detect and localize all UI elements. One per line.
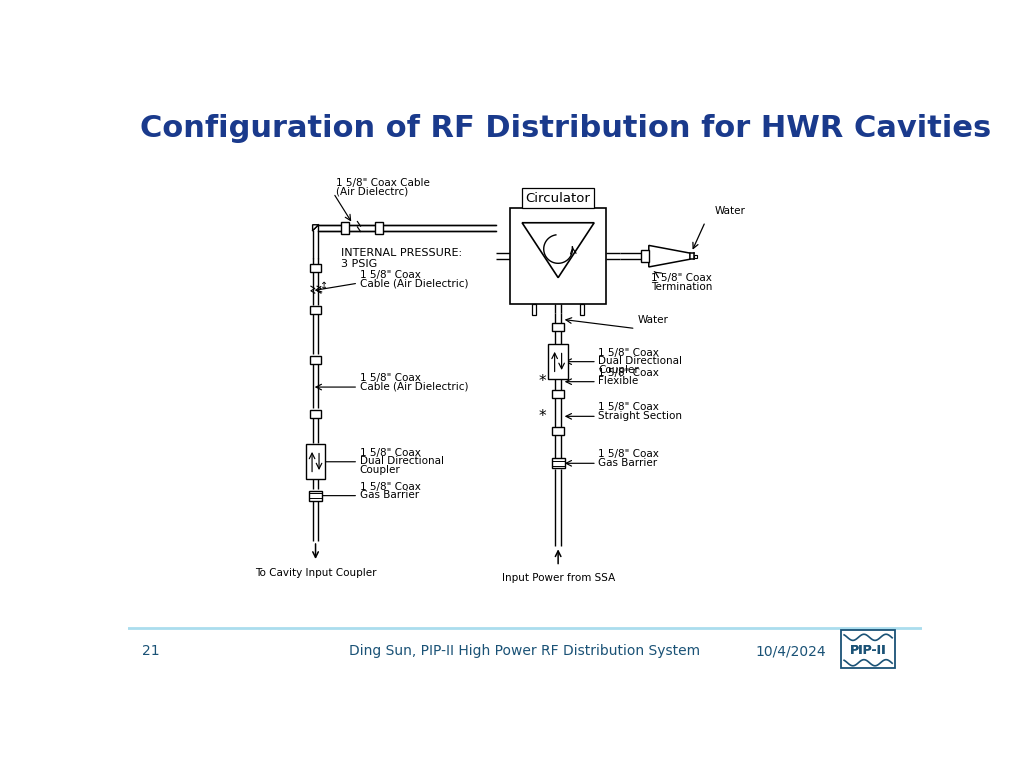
Bar bbox=[341, 221, 349, 233]
Text: 1 5/8" Coax: 1 5/8" Coax bbox=[359, 482, 421, 492]
Text: Flexible: Flexible bbox=[598, 376, 639, 386]
Text: 10/4/2024: 10/4/2024 bbox=[756, 644, 826, 658]
Polygon shape bbox=[312, 225, 318, 230]
Bar bbox=[309, 264, 322, 272]
Bar bbox=[693, 255, 697, 258]
Text: 1 5/8" Coax: 1 5/8" Coax bbox=[598, 348, 659, 358]
Bar bbox=[309, 356, 322, 364]
Text: Water: Water bbox=[715, 206, 745, 216]
Bar bbox=[549, 344, 568, 379]
Text: Dual Directional: Dual Directional bbox=[359, 456, 443, 466]
Text: Coupler: Coupler bbox=[359, 465, 400, 475]
Text: 1 5/8" Coax: 1 5/8" Coax bbox=[598, 449, 659, 459]
Text: Water: Water bbox=[637, 316, 668, 326]
Bar bbox=[309, 410, 322, 418]
Bar bbox=[309, 306, 322, 314]
Bar bbox=[841, 630, 895, 668]
Text: 1 5/8" Coax: 1 5/8" Coax bbox=[359, 448, 421, 458]
Bar bbox=[580, 304, 585, 315]
Bar bbox=[552, 427, 564, 435]
Text: 1 5/8" Coax: 1 5/8" Coax bbox=[598, 368, 659, 378]
Text: 21: 21 bbox=[142, 644, 160, 658]
Bar bbox=[552, 323, 564, 331]
Text: Gas Barrier: Gas Barrier bbox=[359, 490, 419, 500]
Text: Ding Sun, PIP-II High Power RF Distribution System: Ding Sun, PIP-II High Power RF Distribut… bbox=[349, 644, 700, 658]
Text: Cable (Air Dielectric): Cable (Air Dielectric) bbox=[359, 279, 468, 289]
Bar bbox=[552, 458, 564, 468]
Text: PIP-II: PIP-II bbox=[850, 644, 887, 657]
Polygon shape bbox=[649, 246, 690, 267]
Text: Configuration of RF Distribution for HWR Cavities: Configuration of RF Distribution for HWR… bbox=[139, 114, 991, 143]
Text: *: * bbox=[539, 409, 547, 424]
Text: (Air Dielectrc): (Air Dielectrc) bbox=[336, 186, 408, 196]
Text: 1 5/8" Coax: 1 5/8" Coax bbox=[359, 373, 421, 383]
Bar bbox=[510, 208, 606, 304]
Text: INTERNAL PRESSURE:: INTERNAL PRESSURE: bbox=[341, 249, 462, 259]
Text: Termination: Termination bbox=[651, 283, 713, 293]
Text: *: * bbox=[539, 374, 547, 389]
Text: PIP-II: PIP-II bbox=[850, 644, 887, 657]
Text: Cable (Air Dielectric): Cable (Air Dielectric) bbox=[359, 382, 468, 392]
Text: 1 5/8" Coax Cable: 1 5/8" Coax Cable bbox=[336, 177, 430, 187]
Bar bbox=[375, 221, 383, 233]
Text: Input Power from SSA: Input Power from SSA bbox=[502, 573, 614, 583]
Text: Circulator: Circulator bbox=[525, 191, 591, 204]
Text: Coupler: Coupler bbox=[598, 365, 639, 375]
Text: To Cavity Input Coupler: To Cavity Input Coupler bbox=[255, 568, 376, 578]
Text: Dual Directional: Dual Directional bbox=[598, 356, 682, 366]
Bar bbox=[531, 304, 537, 315]
Text: Straight Section: Straight Section bbox=[598, 411, 682, 421]
Text: 1 5/8" Coax: 1 5/8" Coax bbox=[598, 402, 659, 412]
Bar bbox=[306, 445, 326, 479]
Text: 1 5/8" Coax: 1 5/8" Coax bbox=[651, 273, 712, 283]
Bar bbox=[552, 390, 564, 398]
Bar bbox=[309, 491, 323, 501]
Bar bbox=[641, 250, 649, 263]
Text: ↕: ↕ bbox=[321, 281, 329, 291]
Text: Gas Barrier: Gas Barrier bbox=[598, 458, 657, 468]
Text: 3 PSIG: 3 PSIG bbox=[341, 260, 378, 270]
Text: 1 5/8" Coax: 1 5/8" Coax bbox=[359, 270, 421, 280]
